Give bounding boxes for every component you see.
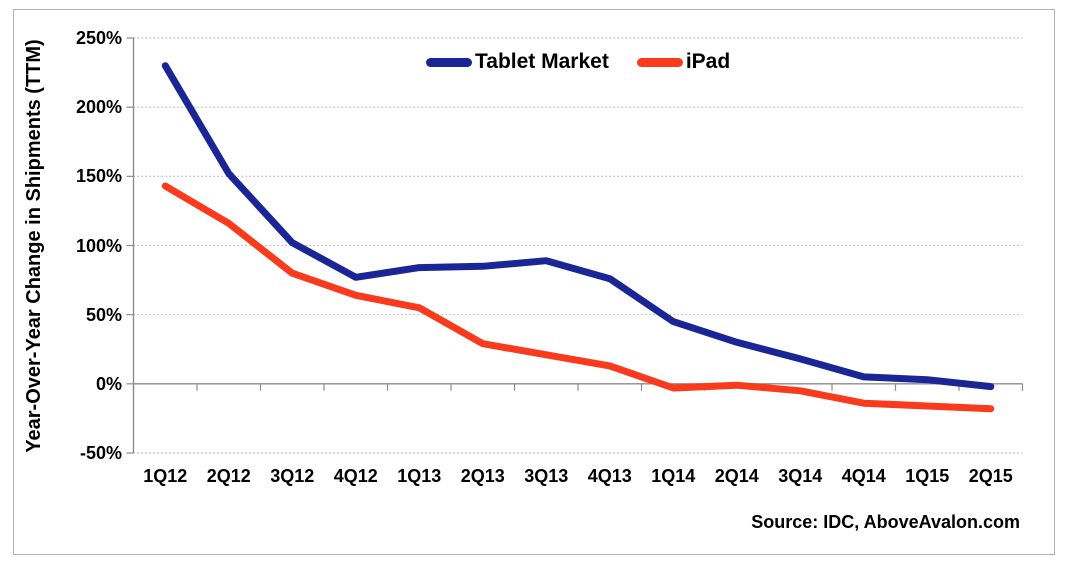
x-tick-label-1Q13: 1Q13 bbox=[397, 466, 442, 486]
legend-label-tablet-market: Tablet Market bbox=[475, 50, 609, 73]
x-tick-label-4Q13: 4Q13 bbox=[587, 466, 632, 486]
x-tick-label-3Q13: 3Q13 bbox=[524, 466, 569, 486]
x-tick-label-2Q14: 2Q14 bbox=[714, 466, 759, 486]
y-tick-label-250: 250% bbox=[75, 28, 122, 48]
legend-item-ipad: iPad bbox=[636, 50, 731, 74]
x-tick-label-4Q12: 4Q12 bbox=[333, 466, 378, 486]
y-tick-label-150: 150% bbox=[75, 166, 122, 187]
y-tick-label-100: 100% bbox=[75, 235, 122, 256]
source-note: Source: IDC, AboveAvalon.com bbox=[751, 512, 1020, 532]
x-tick-label-2Q12: 2Q12 bbox=[206, 466, 251, 486]
x-tick-label-3Q12: 3Q12 bbox=[270, 466, 315, 486]
x-tick-label-2Q13: 2Q13 bbox=[460, 466, 505, 486]
y-tick-label-0: 0% bbox=[95, 373, 122, 394]
y-tick-label-50: 50% bbox=[85, 304, 122, 325]
legend: Tablet Market iPad bbox=[426, 50, 730, 74]
x-tick-label-1Q15: 1Q15 bbox=[905, 466, 950, 486]
legend-label-ipad: iPad bbox=[685, 50, 731, 73]
x-tick-label-1Q14: 1Q14 bbox=[651, 466, 696, 486]
x-tick-label-3Q14: 3Q14 bbox=[778, 466, 823, 486]
x-tick-label-1Q12: 1Q12 bbox=[143, 466, 188, 486]
y-tick-label-200: 200% bbox=[75, 97, 122, 118]
tablet-market-line-swatch-icon bbox=[426, 57, 472, 67]
x-tick-label-2Q15: 2Q15 bbox=[968, 466, 1013, 486]
ipad-line-swatch-icon bbox=[636, 57, 683, 67]
x-tick-label-4Q14: 4Q14 bbox=[841, 466, 886, 486]
y-tick-label--50: -50% bbox=[79, 443, 122, 463]
series-line-ipad bbox=[161, 182, 995, 413]
legend-item-tablet-market: Tablet Market bbox=[426, 50, 609, 74]
series-line-tablet-market bbox=[161, 62, 995, 391]
